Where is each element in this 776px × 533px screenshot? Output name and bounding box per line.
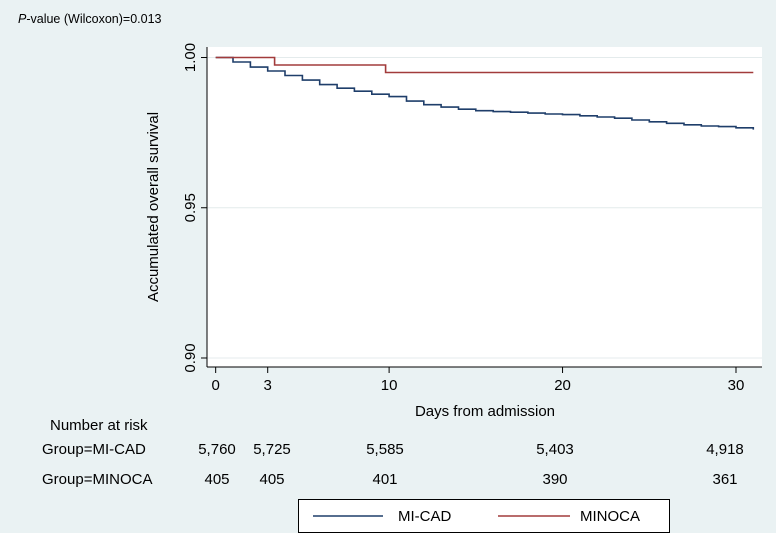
x-axis-label: Days from admission bbox=[415, 403, 555, 420]
risk-value: 390 bbox=[542, 471, 567, 488]
risk-value: 361 bbox=[712, 471, 737, 488]
legend-label-mi-cad: MI-CAD bbox=[398, 508, 451, 525]
pvalue-text: -value (Wilcoxon)=0.013 bbox=[26, 12, 161, 26]
risk-value: 405 bbox=[204, 471, 229, 488]
risk-table-title: Number at risk bbox=[50, 417, 148, 434]
y-tick-label: 0.95 bbox=[182, 193, 199, 222]
series-line-minoca bbox=[215, 56, 754, 74]
pvalue-annotation: P-value (Wilcoxon)=0.013 bbox=[18, 12, 162, 26]
risk-row-label-minoca: Group=MINOCA bbox=[42, 471, 152, 488]
y-axis-label: Accumulated overall survival bbox=[145, 112, 162, 302]
plot-area bbox=[207, 47, 762, 367]
x-tick-label: 30 bbox=[728, 377, 745, 394]
series-group bbox=[215, 56, 755, 130]
x-tick-label: 20 bbox=[554, 377, 571, 394]
risk-value: 5,760 bbox=[198, 441, 236, 458]
x-axis-ticks: 0 3 10 20 30 bbox=[212, 367, 745, 394]
legend-label-minoca: MINOCA bbox=[580, 508, 640, 525]
risk-row-label-mi-cad: Group=MI-CAD bbox=[42, 441, 146, 458]
y-tick-label: 1.00 bbox=[182, 43, 199, 72]
x-tick-label: 3 bbox=[264, 377, 272, 394]
risk-value: 405 bbox=[259, 471, 284, 488]
risk-value: 4,918 bbox=[706, 441, 744, 458]
legend: MI-CAD MINOCA bbox=[298, 499, 670, 533]
risk-table-values: 5,760 5,725 5,585 5,403 4,918 405 405 401 390 361 bbox=[198, 441, 744, 488]
risk-value: 5,725 bbox=[253, 441, 291, 458]
risk-value: 5,585 bbox=[366, 441, 404, 458]
y-tick-label: 0.90 bbox=[182, 343, 199, 372]
grid-lines bbox=[207, 57, 762, 359]
y-axis-ticks: 0.90 0.95 1.00 bbox=[182, 43, 207, 373]
pvalue-italic: P bbox=[18, 12, 27, 26]
x-tick-label: 0 bbox=[212, 377, 220, 394]
risk-value: 5,403 bbox=[536, 441, 574, 458]
series-line-mi-cad bbox=[215, 56, 755, 130]
x-tick-label: 10 bbox=[381, 377, 398, 394]
risk-value: 401 bbox=[372, 471, 397, 488]
